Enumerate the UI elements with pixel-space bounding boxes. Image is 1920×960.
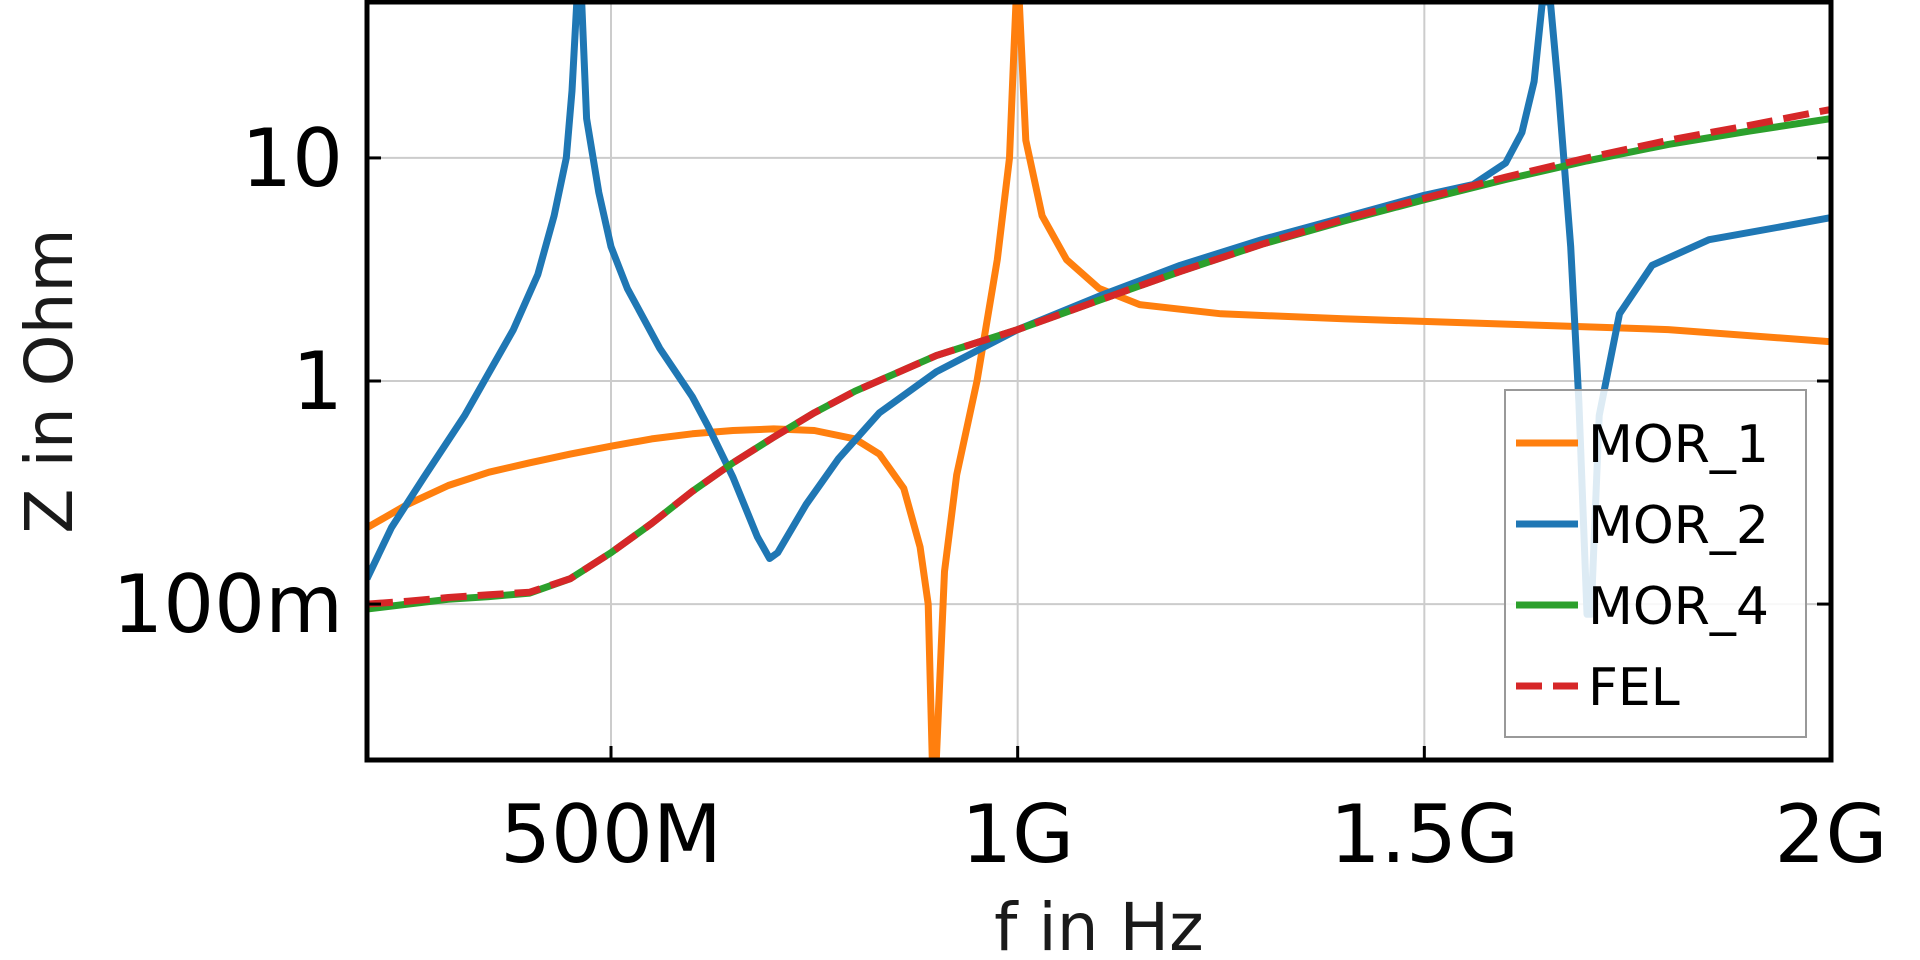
x-tick-label: 1G [961,788,1074,881]
legend-box [1504,389,1807,738]
y-axis-label: Z in Ohm [11,228,88,533]
x-tick-label: 500M [500,788,722,881]
legend-label: MOR_1 [1588,415,1769,475]
axis-ticks: 500M 1G 1.5G 2G 100m 1 10 [112,112,1887,881]
y-tick-label: 1 [292,335,343,428]
x-tick-label: 1.5G [1330,788,1519,881]
legend-label: FEL [1588,658,1680,718]
legend-label: MOR_2 [1588,496,1769,556]
series-line-mor-1 [367,2,1831,760]
legend: MOR_1 MOR_2 MOR_4 FEL [1504,389,1807,738]
x-tick-label: 2G [1775,788,1888,881]
legend-label: MOR_4 [1588,577,1769,637]
series-line-fel [367,105,1831,608]
x-axis-label: f in Hz [994,889,1204,960]
y-tick-label: 10 [241,112,343,205]
y-tick-label: 100m [112,558,343,651]
series-lines [367,2,1831,760]
